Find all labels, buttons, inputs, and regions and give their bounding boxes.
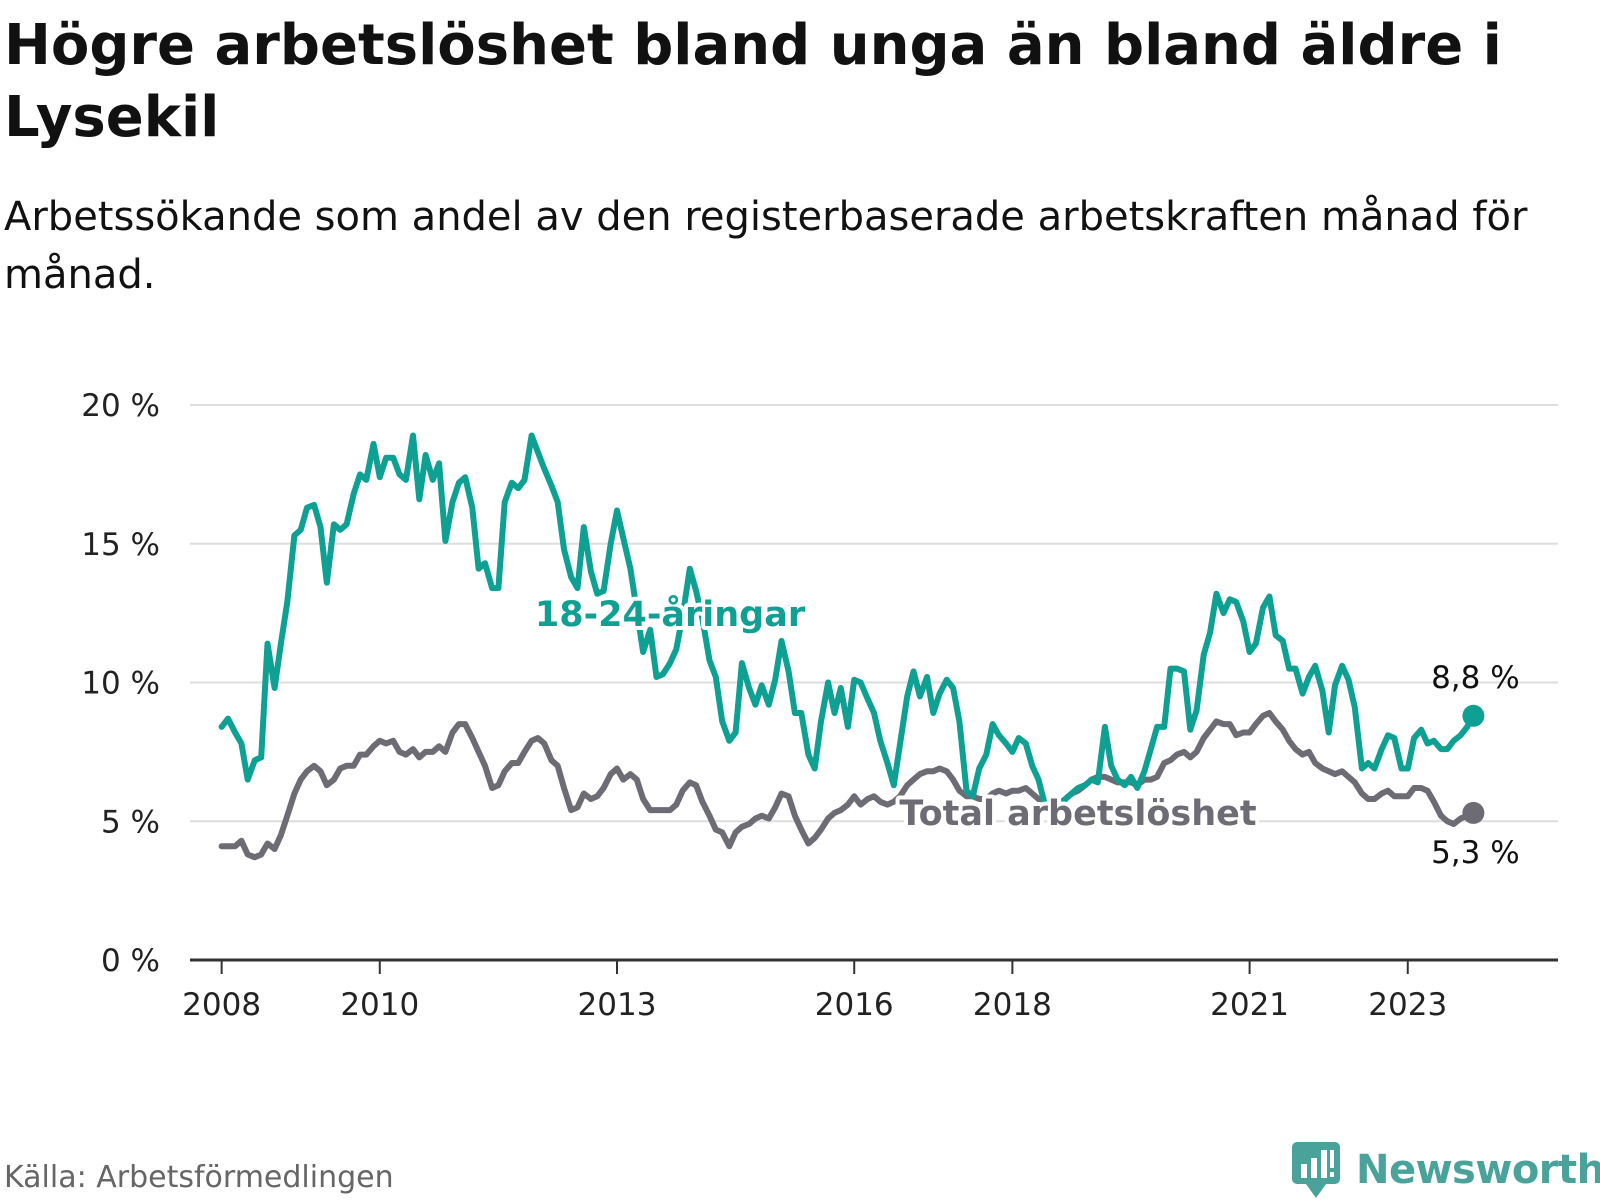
source-note: Källa: Arbetsförmedlingen <box>4 1160 394 1195</box>
x-tick-label: 2013 <box>578 987 657 1023</box>
total-end-point <box>1462 801 1485 824</box>
line-chart: 0 %5 %10 %15 %20 % 2008 2010 2013 2016 2018 2… <box>81 388 1558 1023</box>
y-tick-label: 10 % <box>81 666 160 702</box>
total-series-line <box>218 710 1477 861</box>
newsworthy-logo: Newsworthy <box>1290 1140 1600 1200</box>
newsworthy-icon <box>1292 1142 1340 1198</box>
youth-series-label: 18-24-åringar <box>535 594 806 635</box>
total-series-label: Total arbetslöshet <box>899 794 1256 834</box>
y-tick-label: 20 % <box>81 388 160 424</box>
grid-lines <box>190 404 1558 823</box>
x-tick-label: 2023 <box>1368 987 1447 1023</box>
x-tick-label: 2008 <box>182 987 261 1023</box>
x-tick-label: 2021 <box>1210 987 1289 1023</box>
y-axis-ticks: 0 % 5 % 10 % 15 % 20 % <box>81 388 160 979</box>
chart-subtitle: Arbetssökande som andel av den registerb… <box>4 194 1528 298</box>
x-tick-label: 2016 <box>815 987 894 1023</box>
x-axis: 2008 2010 2013 2016 2018 2021 2023 <box>182 958 1558 1023</box>
x-tick-label: 2010 <box>340 987 419 1023</box>
series-lines <box>218 432 1485 861</box>
y-tick-label: 15 % <box>81 527 160 563</box>
series-labels: 18-24-åringar Total arbetslöshet 8,8 % 5,3 … <box>531 590 1520 871</box>
brand-name: Newsworthy <box>1356 1147 1600 1193</box>
youth-series-line <box>218 432 1477 819</box>
x-tick-label: 2018 <box>973 987 1052 1023</box>
y-tick-label: 5 % <box>101 804 160 840</box>
total-end-label: 5,3 % <box>1431 835 1520 871</box>
youth-end-label: 8,8 % <box>1431 660 1520 696</box>
youth-end-point <box>1462 704 1485 727</box>
y-tick-label: 0 % <box>101 943 160 979</box>
chart-title: Högre arbetslöshet bland unga än bland ä… <box>4 13 1502 150</box>
